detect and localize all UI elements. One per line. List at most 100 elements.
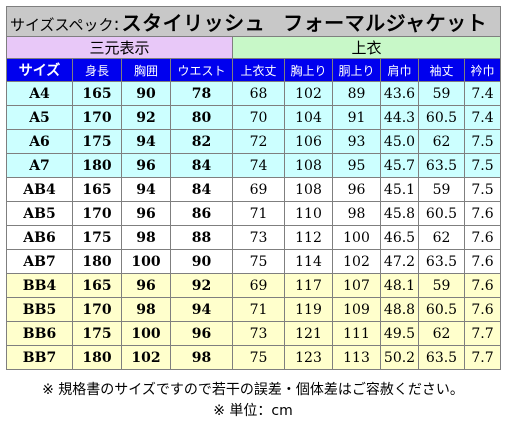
value-cell: 62 <box>418 129 465 154</box>
value-cell: 7.6 <box>464 249 501 274</box>
value-cell: 104 <box>284 105 333 130</box>
unit-note: ※ 単位：cm <box>213 403 293 419</box>
table-row: BB5 170 98 94 71 119 109 48.8 60.5 7.6 <box>6 297 501 322</box>
header-size: サイズ <box>6 58 73 82</box>
value-cell: 92 <box>121 105 171 130</box>
table-row: AB5 170 96 86 71 110 98 45.8 60.5 7.6 <box>6 201 501 226</box>
value-cell: 7.5 <box>464 129 501 154</box>
value-cell: 69 <box>232 177 285 202</box>
value-cell: 59 <box>418 273 465 298</box>
value-cell: 71 <box>232 297 285 322</box>
value-cell: 102 <box>284 81 333 106</box>
value-cell: 121 <box>284 321 333 346</box>
value-cell: 62 <box>418 321 465 346</box>
value-cell: 175 <box>72 129 122 154</box>
value-cell: 100 <box>121 249 171 274</box>
value-cell: 84 <box>170 153 233 178</box>
value-cell: 63.5 <box>418 345 465 370</box>
header-waist: ウエスト <box>170 58 233 82</box>
size-cell: A7 <box>6 153 73 178</box>
value-cell: 111 <box>332 321 381 346</box>
value-cell: 180 <box>72 249 122 274</box>
header-height: 身長 <box>72 58 122 82</box>
value-cell: 50.2 <box>380 345 419 370</box>
value-cell: 90 <box>170 249 233 274</box>
value-cell: 78 <box>170 81 233 106</box>
title-product-a: スタイリッシュ <box>121 11 266 35</box>
value-cell: 60.5 <box>418 201 465 226</box>
page-title: サイズスペック: スタイリッシュ フォーマルジャケット <box>6 6 501 37</box>
value-cell: 165 <box>72 177 122 202</box>
size-cell: BB7 <box>6 345 73 370</box>
value-cell: 62 <box>418 225 465 250</box>
title-product-b: フォーマルジャケット <box>283 11 488 35</box>
value-cell: 45.0 <box>380 129 419 154</box>
size-spec-sheet: サイズスペック: スタイリッシュ フォーマルジャケット 三元表示 上衣 サイズ 身長胸… <box>6 6 501 370</box>
title-row: サイズスペック: スタイリッシュ フォーマルジャケット <box>6 6 501 37</box>
value-cell: 82 <box>170 129 233 154</box>
value-cell: 47.2 <box>380 249 419 274</box>
value-cell: 60.5 <box>418 297 465 322</box>
value-cell: 175 <box>72 225 122 250</box>
value-cell: 102 <box>332 249 381 274</box>
header-sleeve-length: 袖丈 <box>418 58 465 82</box>
value-cell: 45.1 <box>380 177 419 202</box>
size-cell: A6 <box>6 129 73 154</box>
value-cell: 75 <box>232 345 285 370</box>
value-cell: 113 <box>332 345 381 370</box>
value-cell: 110 <box>284 201 333 226</box>
value-cell: 86 <box>170 201 233 226</box>
value-cell: 94 <box>170 297 233 322</box>
value-cell: 89 <box>332 81 381 106</box>
value-cell: 88 <box>170 225 233 250</box>
value-cell: 170 <box>72 297 122 322</box>
table-row: BB4 165 96 92 69 117 107 48.1 59 7.6 <box>6 273 501 298</box>
value-cell: 43.6 <box>380 81 419 106</box>
value-cell: 107 <box>332 273 381 298</box>
value-cell: 80 <box>170 105 233 130</box>
value-cell: 96 <box>121 153 171 178</box>
table-row: AB6 175 98 88 73 112 100 46.5 62 7.6 <box>6 225 501 250</box>
size-cell: BB4 <box>6 273 73 298</box>
value-cell: 100 <box>121 321 171 346</box>
size-cell: A5 <box>6 105 73 130</box>
value-cell: 63.5 <box>418 249 465 274</box>
value-cell: 100 <box>332 225 381 250</box>
size-cell: BB6 <box>6 321 73 346</box>
disclaimer-note: ※ 規格書のサイズですので若干の誤差・個体差はご容赦ください。 <box>42 382 464 398</box>
value-cell: 74 <box>232 153 285 178</box>
value-cell: 7.4 <box>464 81 501 106</box>
value-cell: 91 <box>332 105 381 130</box>
size-cell: A4 <box>6 81 73 106</box>
table-row: A4 165 90 78 68 102 89 43.6 59 7.4 <box>6 81 501 106</box>
value-cell: 98 <box>121 225 171 250</box>
value-cell: 45.7 <box>380 153 419 178</box>
size-cell: AB7 <box>6 249 73 274</box>
size-cell: AB6 <box>6 225 73 250</box>
value-cell: 7.7 <box>464 321 501 346</box>
value-cell: 48.1 <box>380 273 419 298</box>
value-cell: 60.5 <box>418 105 465 130</box>
value-cell: 71 <box>232 201 285 226</box>
value-cell: 114 <box>284 249 333 274</box>
value-cell: 73 <box>232 321 285 346</box>
value-cell: 49.5 <box>380 321 419 346</box>
table-row: BB7 180 102 98 75 123 113 50.2 63.5 7.7 <box>6 345 501 370</box>
title-prefix: サイズスペック <box>10 16 114 34</box>
group-jacket: 上衣 <box>232 36 501 59</box>
value-cell: 180 <box>72 153 122 178</box>
table-row: A6 175 94 82 72 106 93 45.0 62 7.5 <box>6 129 501 154</box>
value-cell: 44.3 <box>380 105 419 130</box>
table-row: AB4 165 94 84 69 108 96 45.1 59 7.5 <box>6 177 501 202</box>
column-header-row: サイズ 身長 胸囲 ウエスト 上衣丈 胸上り 胴上り 肩巾 袖丈 衿巾 <box>6 58 501 82</box>
value-cell: 90 <box>121 81 171 106</box>
group-body-measurements: 三元表示 <box>6 36 233 59</box>
value-cell: 96 <box>121 273 171 298</box>
header-chest-fit: 胸上り <box>284 58 333 82</box>
value-cell: 98 <box>332 201 381 226</box>
size-spec-table: サイズスペック: スタイリッシュ フォーマルジャケット 三元表示 上衣 サイズ 身長胸… <box>6 6 501 370</box>
table-row: A7 180 96 84 74 108 95 45.7 63.5 7.5 <box>6 153 501 178</box>
title-colon: : <box>113 14 120 35</box>
value-cell: 7.5 <box>464 177 501 202</box>
value-cell: 96 <box>332 177 381 202</box>
